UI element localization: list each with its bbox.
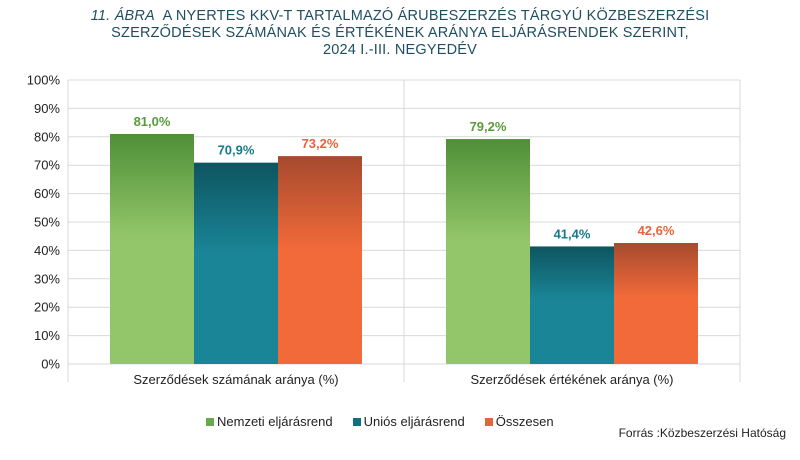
y-tick-label: 30% — [34, 271, 60, 286]
data-label: 41,4% — [554, 226, 591, 241]
legend-item: Összesen — [484, 414, 554, 429]
bar — [614, 243, 698, 364]
legend-item: Uniós eljárásrend — [352, 414, 465, 429]
bar — [446, 139, 530, 364]
chart-title: 11. ÁBRA A NYERTES KKV-T TARTALMAZÓ ÁRUB… — [0, 8, 800, 59]
legend-label: Nemzeti eljárásrend — [217, 414, 333, 429]
x-category-label: Szerződések számának aránya (%) — [133, 372, 338, 387]
figure-number: 11. ÁBRA — [90, 8, 155, 24]
data-label: 42,6% — [638, 223, 675, 238]
title-line-2: SZERZŐDÉSEK SZÁMÁNAK ÉS ÉRTÉKÉNEK ARÁNYA… — [111, 25, 689, 41]
y-tick-label: 100% — [27, 73, 61, 88]
bar — [110, 133, 194, 364]
y-tick-label: 60% — [34, 186, 60, 201]
x-category-label: Szerződések értékének aránya (%) — [470, 372, 673, 387]
legend-label: Uniós eljárásrend — [363, 414, 465, 429]
bar — [278, 156, 362, 364]
y-tick-label: 50% — [34, 215, 60, 230]
data-label: 79,2% — [470, 119, 507, 134]
bar — [194, 162, 278, 364]
data-label: 81,0% — [134, 114, 171, 129]
y-tick-label: 10% — [34, 328, 60, 343]
legend-item: Nemzeti eljárásrend — [206, 414, 333, 429]
y-tick-label: 20% — [34, 300, 60, 315]
source-note: Forrás :Közbeszerzési Hatóság — [618, 426, 786, 440]
y-tick-label: 0% — [41, 357, 60, 372]
y-tick-label: 40% — [34, 243, 60, 258]
legend-swatch — [206, 417, 214, 426]
y-tick-label: 90% — [34, 101, 60, 116]
bar — [530, 246, 614, 364]
title-line-3: 2024 I.-III. NEGYEDÉV — [322, 42, 478, 58]
y-tick-label: 80% — [34, 129, 60, 144]
legend-swatch — [352, 417, 361, 426]
data-label: 70,9% — [218, 143, 255, 158]
legend-swatch — [484, 417, 493, 426]
legend: Nemzeti eljárásrend Uniós eljárásrend Ös… — [206, 414, 554, 429]
title-line-1: A NYERTES KKV-T TARTALMAZÓ ÁRUBESZERZÉS … — [162, 8, 710, 24]
legend-label: Összesen — [495, 414, 554, 429]
y-tick-label: 70% — [34, 158, 60, 173]
data-label: 73,2% — [302, 136, 339, 151]
